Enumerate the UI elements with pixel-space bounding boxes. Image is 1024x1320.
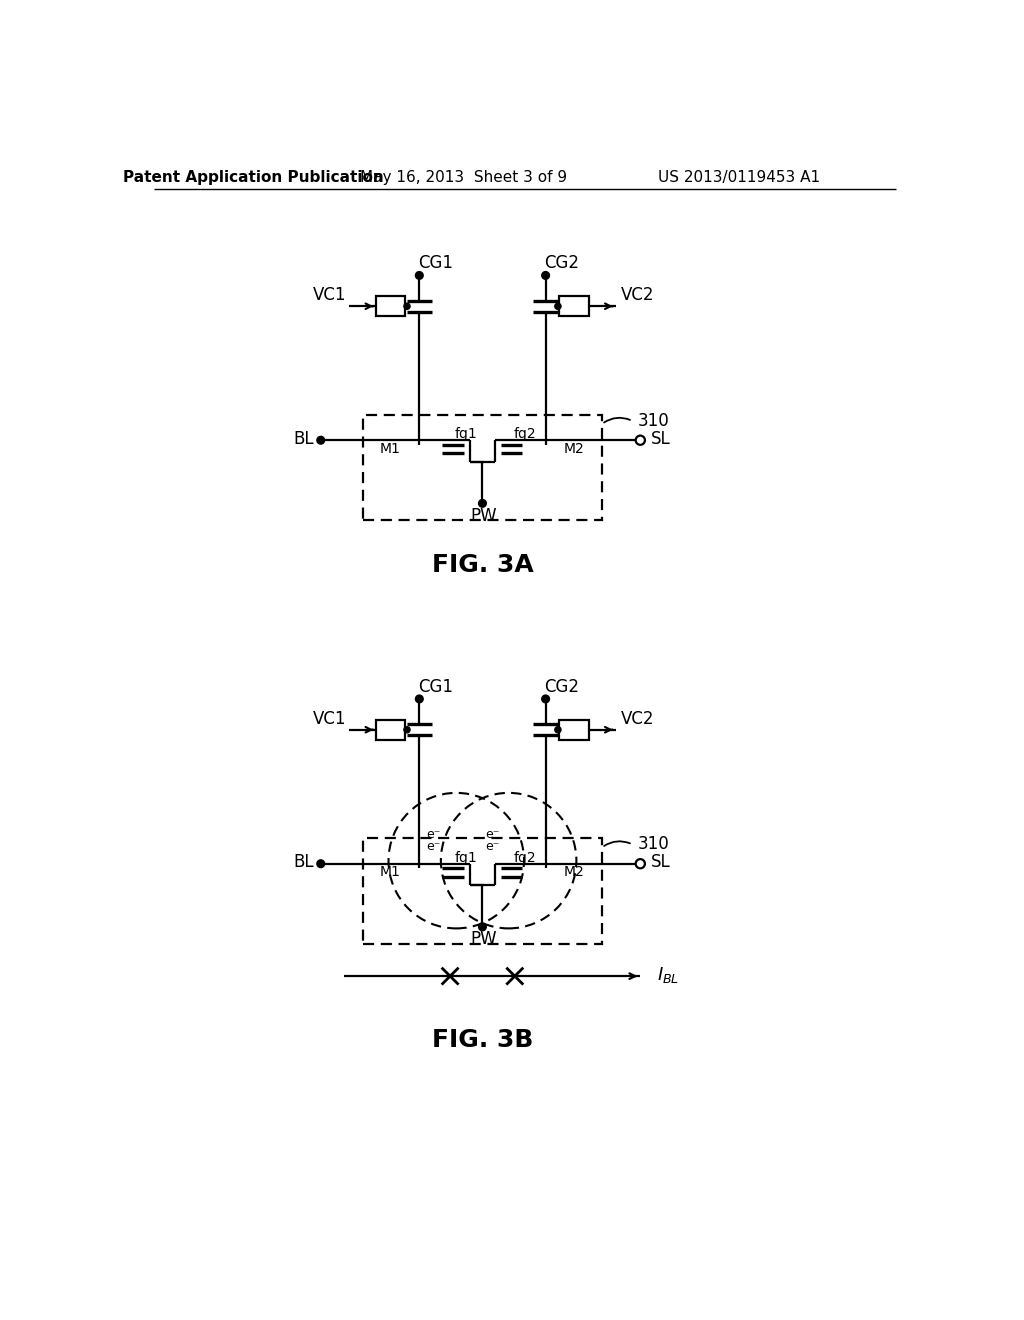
- Circle shape: [478, 923, 486, 931]
- Bar: [376, 719, 406, 739]
- Text: SL: SL: [651, 430, 671, 447]
- Circle shape: [636, 436, 645, 445]
- Text: e⁻: e⁻: [426, 828, 441, 841]
- Text: PW: PW: [471, 507, 498, 524]
- Text: M2: M2: [564, 865, 585, 879]
- Circle shape: [478, 499, 486, 507]
- Text: SL: SL: [651, 853, 671, 871]
- Text: CG2: CG2: [544, 255, 579, 272]
- Circle shape: [555, 726, 561, 733]
- Circle shape: [555, 304, 561, 309]
- Text: VC2: VC2: [621, 286, 654, 305]
- Text: CG1: CG1: [418, 677, 453, 696]
- Text: PW: PW: [471, 931, 498, 948]
- Text: fg1: fg1: [455, 428, 477, 441]
- Text: FIG. 3A: FIG. 3A: [431, 553, 534, 577]
- Text: 310: 310: [637, 836, 669, 854]
- Bar: [376, 296, 406, 317]
- Bar: [559, 296, 589, 317]
- Text: e⁻: e⁻: [485, 841, 500, 853]
- Text: fg2: fg2: [513, 428, 536, 441]
- Text: M1: M1: [380, 865, 401, 879]
- Text: e⁻: e⁻: [426, 841, 441, 853]
- Text: VC1: VC1: [312, 710, 346, 727]
- Text: e⁻: e⁻: [485, 828, 500, 841]
- Text: FIG. 3B: FIG. 3B: [432, 1028, 534, 1052]
- Bar: [364, 414, 602, 520]
- Text: BL: BL: [293, 430, 313, 447]
- Text: BL: BL: [293, 853, 313, 871]
- Text: Patent Application Publication: Patent Application Publication: [123, 170, 384, 185]
- Circle shape: [316, 437, 325, 444]
- Text: fg1: fg1: [455, 850, 477, 865]
- Bar: [559, 719, 589, 739]
- Circle shape: [403, 304, 410, 309]
- Text: M2: M2: [564, 442, 585, 455]
- Text: M1: M1: [380, 442, 401, 455]
- Text: $I_{BL}$: $I_{BL}$: [657, 965, 680, 985]
- Circle shape: [416, 272, 423, 280]
- Circle shape: [636, 859, 645, 869]
- Bar: [364, 838, 602, 944]
- Text: CG1: CG1: [418, 255, 453, 272]
- Circle shape: [542, 272, 550, 280]
- Text: CG2: CG2: [544, 677, 579, 696]
- Circle shape: [403, 726, 410, 733]
- Text: VC2: VC2: [621, 710, 654, 727]
- Circle shape: [416, 696, 423, 702]
- Text: 310: 310: [637, 412, 669, 430]
- Text: May 16, 2013  Sheet 3 of 9: May 16, 2013 Sheet 3 of 9: [359, 170, 566, 185]
- Circle shape: [316, 859, 325, 867]
- Text: VC1: VC1: [312, 286, 346, 305]
- Text: fg2: fg2: [513, 850, 536, 865]
- Circle shape: [542, 696, 550, 702]
- Text: US 2013/0119453 A1: US 2013/0119453 A1: [657, 170, 820, 185]
